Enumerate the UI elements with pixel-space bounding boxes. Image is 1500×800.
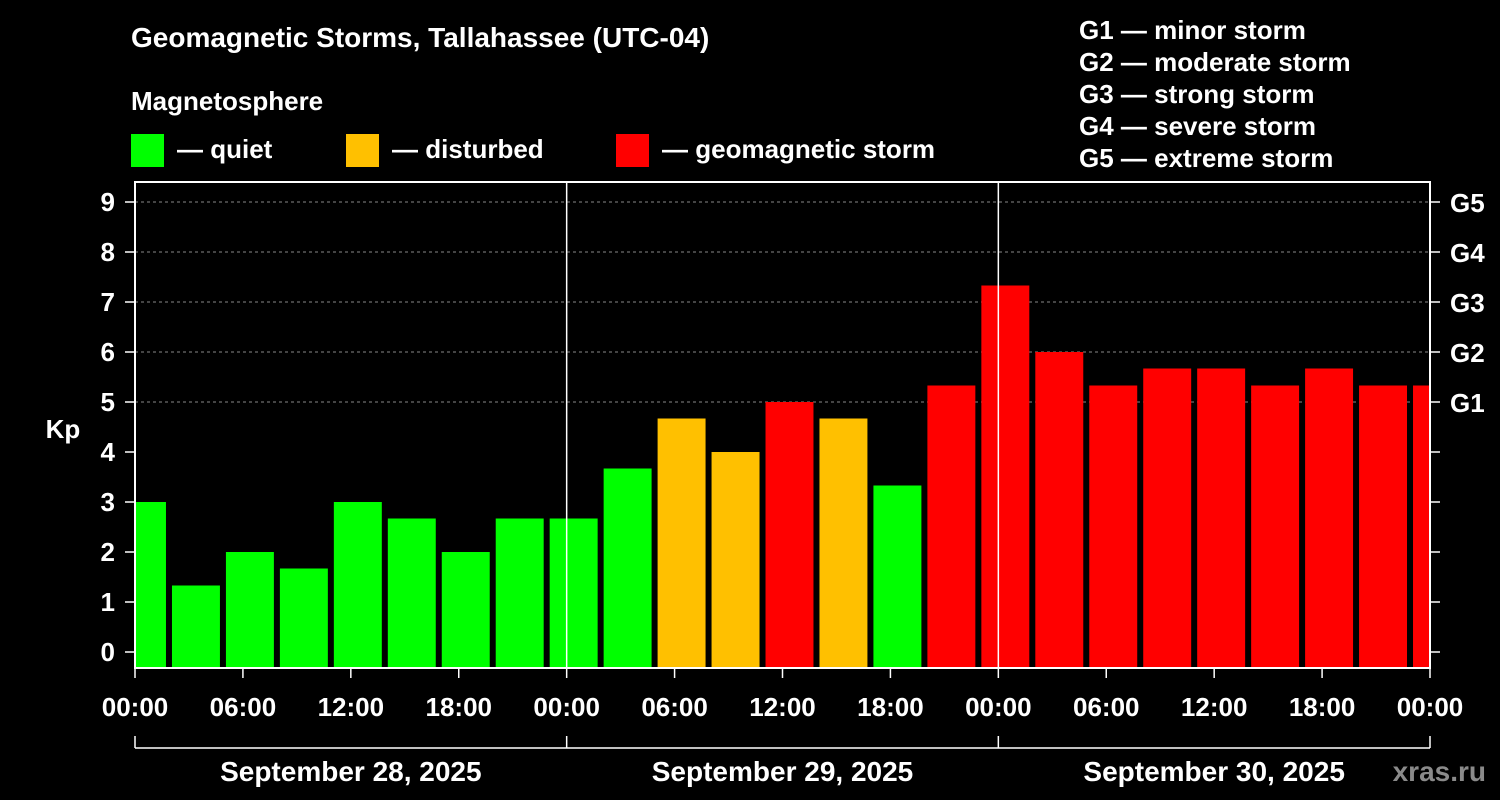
x-tick-label-1: 06:00 xyxy=(210,692,277,722)
kp-bar-20 xyxy=(1143,368,1192,668)
kp-bar-21 xyxy=(1197,368,1246,668)
kp-bar-13 xyxy=(765,402,814,668)
day-label-3: September 30, 2025 xyxy=(1083,756,1345,787)
g-scale-g4: G4 — severe storm xyxy=(1079,111,1317,141)
legend-swatch-storm xyxy=(616,134,649,167)
g-scale-g3: G3 — strong storm xyxy=(1079,79,1315,109)
kp-bar-19 xyxy=(1089,385,1138,668)
y-tick-label-6: 6 xyxy=(101,337,115,367)
kp-bar-17 xyxy=(981,285,1030,668)
right-label-g5: G5 xyxy=(1450,188,1485,218)
watermark: xras.ru xyxy=(1392,756,1486,787)
kp-bar-16 xyxy=(927,385,976,668)
kp-bar-14 xyxy=(819,418,868,668)
g-scale-legend: G1 — minor storm G2 — moderate storm G3 … xyxy=(1079,14,1351,174)
kp-bar-7 xyxy=(441,552,490,668)
legend-swatch-quiet xyxy=(131,134,164,167)
right-label-g2: G2 xyxy=(1450,338,1485,368)
kp-bar-3 xyxy=(225,552,274,668)
y-tick-label-9: 9 xyxy=(101,187,115,217)
kp-bar-22 xyxy=(1251,385,1300,668)
legend-title: Magnetosphere xyxy=(131,86,324,116)
kp-bar-12 xyxy=(711,452,760,668)
kp-bar-23 xyxy=(1305,368,1354,668)
x-tick-label-3: 18:00 xyxy=(426,692,493,722)
y-tick-label-1: 1 xyxy=(101,587,115,617)
x-tick-label-12: 00:00 xyxy=(1397,692,1464,722)
g-scale-g1: G1 — minor storm xyxy=(1079,15,1306,45)
day-label-2: September 29, 2025 xyxy=(652,756,914,787)
day-label-1: September 28, 2025 xyxy=(220,756,482,787)
bars-group xyxy=(135,285,1430,668)
kp-bar-5 xyxy=(333,502,382,668)
legend-label-quiet: — quiet xyxy=(177,134,273,164)
y-axis-label: Kp xyxy=(46,414,81,444)
y-tick-label-8: 8 xyxy=(101,237,115,267)
kp-bar-18 xyxy=(1035,352,1084,668)
x-tick-label-6: 12:00 xyxy=(749,692,816,722)
x-tick-label-2: 12:00 xyxy=(318,692,385,722)
kp-bar-8 xyxy=(495,518,544,668)
kp-bar-9 xyxy=(549,518,598,668)
kp-bar-15 xyxy=(873,485,922,668)
right-label-g3: G3 xyxy=(1450,288,1485,318)
x-tick-label-11: 18:00 xyxy=(1289,692,1356,722)
kp-bar-11 xyxy=(657,418,706,668)
kp-bar-25 xyxy=(1413,385,1430,668)
x-tick-label-8: 00:00 xyxy=(965,692,1032,722)
y-tick-label-2: 2 xyxy=(101,537,115,567)
kp-bar-2 xyxy=(171,585,220,668)
right-label-g4: G4 xyxy=(1450,238,1485,268)
x-tick-label-5: 06:00 xyxy=(641,692,708,722)
y-tick-label-4: 4 xyxy=(101,437,116,467)
y-tick-label-5: 5 xyxy=(101,387,115,417)
y-tick-label-3: 3 xyxy=(101,487,115,517)
legend-label-storm: — geomagnetic storm xyxy=(662,134,936,164)
g-scale-g5: G5 — extreme storm xyxy=(1079,143,1334,173)
x-tick-label-0: 00:00 xyxy=(102,692,169,722)
x-tick-label-10: 12:00 xyxy=(1181,692,1248,722)
kp-bar-6 xyxy=(387,518,436,668)
x-tick-label-9: 06:00 xyxy=(1073,692,1140,722)
chart-title: Geomagnetic Storms, Tallahassee (UTC-04) xyxy=(131,22,710,53)
x-tick-label-7: 18:00 xyxy=(857,692,924,722)
legend-label-disturbed: — disturbed xyxy=(392,134,544,164)
kp-bar-10 xyxy=(603,468,652,668)
legend-swatch-disturbed xyxy=(346,134,379,167)
x-tick-label-4: 00:00 xyxy=(533,692,600,722)
kp-bar-4 xyxy=(279,568,328,668)
y-tick-label-7: 7 xyxy=(101,287,115,317)
g-scale-g2: G2 — moderate storm xyxy=(1079,47,1351,77)
y-tick-label-0: 0 xyxy=(101,637,115,667)
right-label-g1: G1 xyxy=(1450,388,1485,418)
kp-bar-24 xyxy=(1359,385,1408,668)
kp-bar-1 xyxy=(135,502,166,668)
